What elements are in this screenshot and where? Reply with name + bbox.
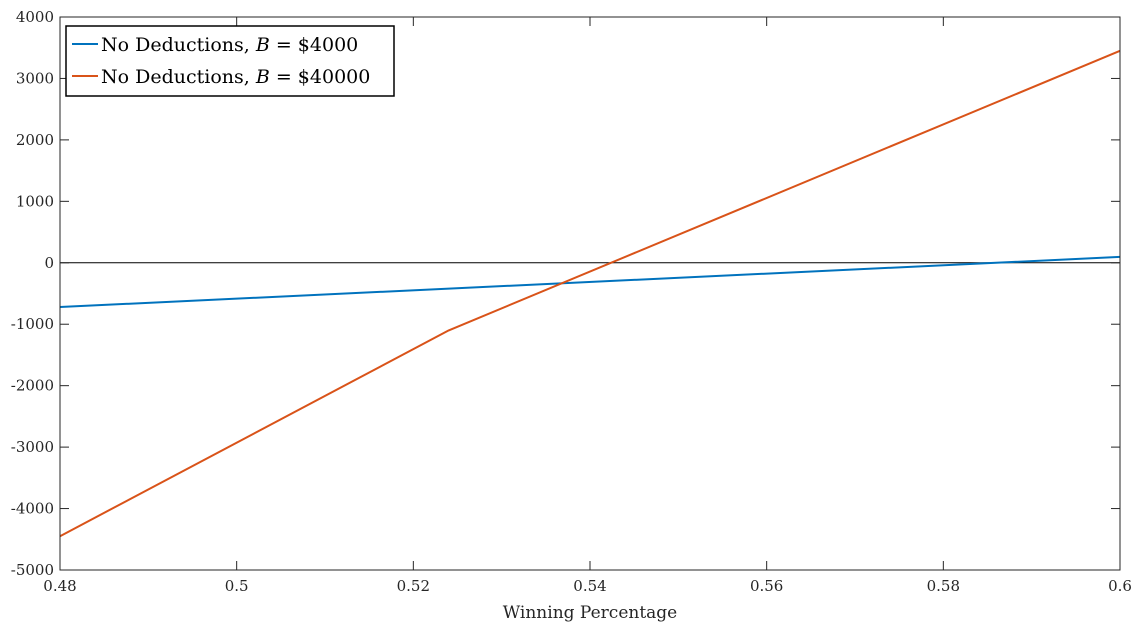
x-tick-label: 0.6 <box>1108 577 1132 595</box>
x-tick-label: 0.54 <box>573 577 606 595</box>
y-tick-label: -3000 <box>11 438 54 456</box>
x-axis-label: Winning Percentage <box>503 603 677 623</box>
x-tick-label: 0.5 <box>225 577 249 595</box>
y-tick-label: 3000 <box>16 69 54 87</box>
x-tick-label: 0.48 <box>43 577 76 595</box>
legend-label-2: No Deductions, B = $40000 <box>101 66 370 88</box>
y-tick-label: -5000 <box>11 561 54 579</box>
plot-area <box>59 49 1121 538</box>
y-tick-label: -1000 <box>11 315 54 333</box>
legend-label-1: No Deductions, B = $4000 <box>101 34 358 56</box>
y-tick-label: -2000 <box>11 377 54 395</box>
x-tick-label: 0.52 <box>397 577 430 595</box>
legend-box <box>65 25 395 97</box>
x-tick-label: 0.56 <box>750 577 783 595</box>
y-tick-label: 2000 <box>16 131 54 149</box>
y-tick-label: 1000 <box>16 192 54 210</box>
legend: No Deductions, B = $4000 No Deductions, B… <box>65 25 395 97</box>
y-tick-label: -4000 <box>11 500 54 518</box>
x-tick-label: 0.58 <box>927 577 960 595</box>
plot-frame <box>59 16 1121 571</box>
x-axis: 0.48 0.5 0.52 0.54 0.56 0.58 0.6 <box>43 17 1132 595</box>
series-line-2 <box>59 49 1121 538</box>
series-line-1 <box>59 255 1121 308</box>
y-tick-label: 0 <box>44 254 54 272</box>
y-tick-label: 4000 <box>16 8 54 26</box>
y-axis: 4000 3000 2000 1000 0 -1000 -2000 -3000 -4000 -50… <box>11 8 1120 579</box>
